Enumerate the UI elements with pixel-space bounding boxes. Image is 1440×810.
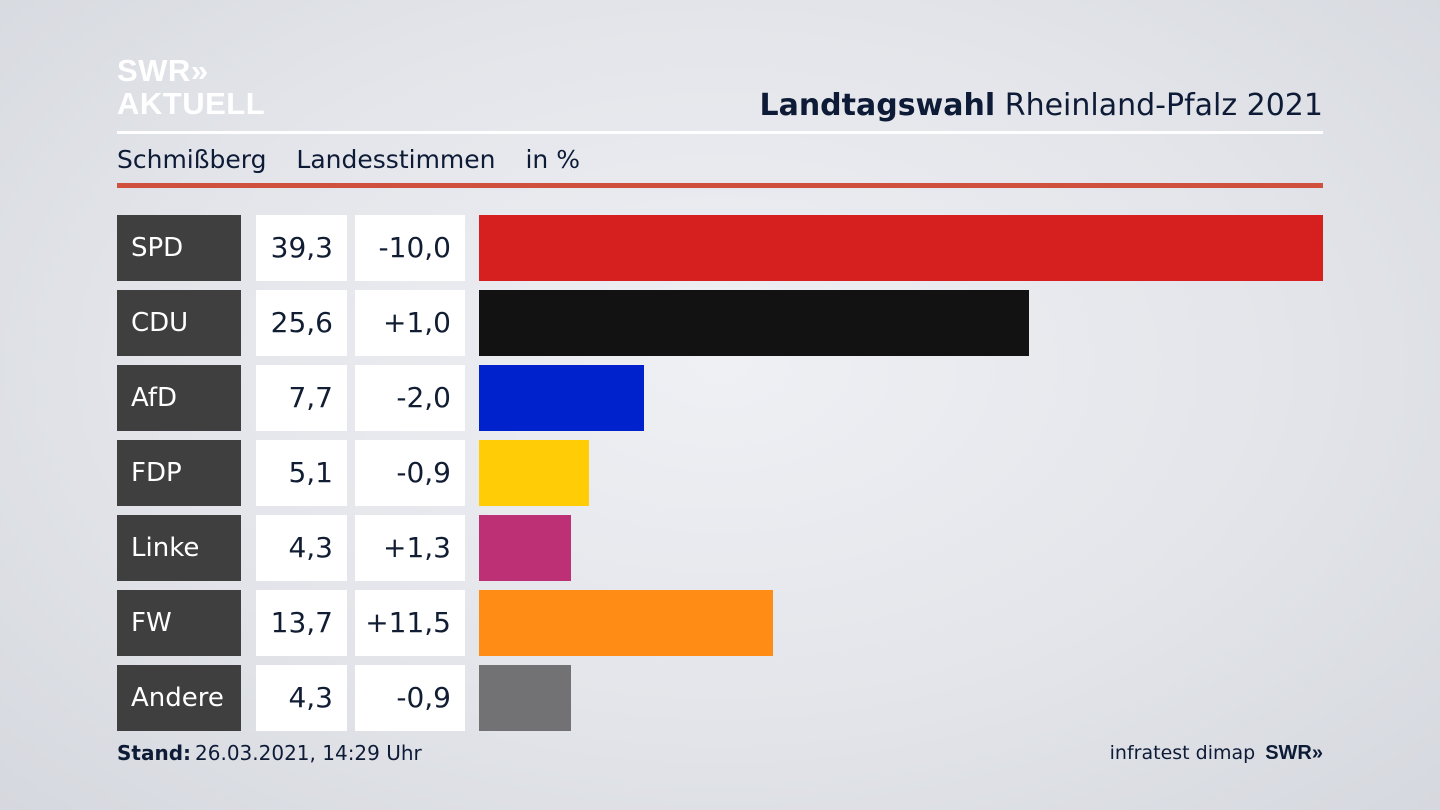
vote-share-label: 7,7 — [256, 365, 347, 431]
source-text: infratest dimap — [1109, 742, 1256, 764]
change-label: -10,0 — [355, 215, 465, 281]
chart-row: Linke 4,3 +1,3 — [0, 515, 1440, 581]
swr-brand-logo: SWR» — [1265, 742, 1323, 764]
change-label: -0,9 — [355, 440, 465, 506]
subtitle-unit: in % — [525, 145, 580, 174]
change-label: +1,3 — [355, 515, 465, 581]
logo-line-2: AKTUELL — [117, 86, 266, 121]
change-label: +11,5 — [355, 590, 465, 656]
vote-share-label: 4,3 — [256, 515, 347, 581]
change-label: +1,0 — [355, 290, 465, 356]
stand-value: 26.03.2021, 14:29 Uhr — [195, 741, 422, 765]
vote-share-label: 39,3 — [256, 215, 347, 281]
vote-share-bar — [479, 515, 571, 581]
vote-share-bar — [479, 290, 1029, 356]
vote-share-label: 13,7 — [256, 590, 347, 656]
chart-row: SPD 39,3 -10,0 — [0, 215, 1440, 281]
vote-share-bar — [479, 590, 773, 656]
party-label: Andere — [117, 665, 241, 731]
logo-line-1: SWR» — [117, 53, 209, 88]
title-divider — [117, 131, 1323, 134]
vote-share-label: 25,6 — [256, 290, 347, 356]
stand-label: Stand: — [117, 741, 192, 765]
swr-aktuell-logo: SWR» AKTUELL — [117, 54, 277, 120]
chart-row: FDP 5,1 -0,9 — [0, 440, 1440, 506]
party-label: FDP — [117, 440, 241, 506]
vote-share-bar — [479, 365, 644, 431]
change-label: -2,0 — [355, 365, 465, 431]
chart-row: AfD 7,7 -2,0 — [0, 365, 1440, 431]
party-label: CDU — [117, 290, 241, 356]
vote-share-label: 5,1 — [256, 440, 347, 506]
vote-share-bar — [479, 440, 589, 506]
vote-share-bar — [479, 215, 1323, 281]
chart-title: Landtagswahl Rheinland-Pfalz 2021 — [759, 86, 1323, 126]
chart-row: FW 13,7 +11,5 — [0, 590, 1440, 656]
subtitle: Schmißberg Landesstimmen in % — [117, 142, 602, 178]
source-credit: infratest dimap SWR» — [1110, 739, 1323, 767]
title-rest: Rheinland-Pfalz 2021 — [1004, 88, 1323, 123]
chart-row: Andere 4,3 -0,9 — [0, 665, 1440, 731]
subtitle-place: Schmißberg — [117, 145, 267, 174]
timestamp: Stand: 26.03.2021, 14:29 Uhr — [117, 739, 422, 767]
party-label: Linke — [117, 515, 241, 581]
party-label: FW — [117, 590, 241, 656]
vote-share-label: 4,3 — [256, 665, 347, 731]
chart-row: CDU 25,6 +1,0 — [0, 290, 1440, 356]
vote-share-bar — [479, 665, 571, 731]
change-label: -0,9 — [355, 665, 465, 731]
subtitle-measure: Landesstimmen — [296, 145, 496, 174]
party-label: SPD — [117, 215, 241, 281]
title-bold: Landtagswahl — [759, 88, 996, 123]
subtitle-divider — [117, 183, 1323, 188]
party-label: AfD — [117, 365, 241, 431]
